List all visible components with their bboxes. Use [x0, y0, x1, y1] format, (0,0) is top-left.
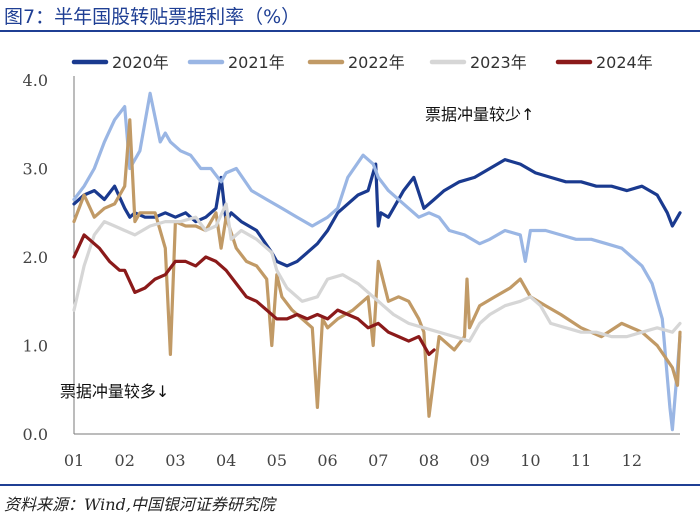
- source-note: 资料来源：Wind,中国银河证券研究院: [4, 495, 275, 514]
- chart-annotation: 票据冲量较多↓: [60, 382, 169, 401]
- x-tick-label: 01: [64, 451, 84, 470]
- legend-label: 2024年: [596, 53, 653, 72]
- legend-label: 2022年: [348, 53, 405, 72]
- x-tick-label: 10: [520, 451, 540, 470]
- x-tick-label: 09: [470, 451, 490, 470]
- series-line-2024: [72, 233, 436, 356]
- series-line-2023: [72, 202, 682, 343]
- series-line-2020: [72, 158, 682, 268]
- top-divider: [0, 30, 700, 32]
- y-tick-label: 3.0: [23, 160, 48, 179]
- x-tick-label: 12: [622, 451, 642, 470]
- chart-annotation: 票据冲量较少↑: [425, 105, 534, 124]
- bottom-divider: [0, 484, 700, 486]
- y-tick-label: 1.0: [23, 337, 48, 356]
- y-tick-label: 4.0: [23, 71, 48, 90]
- x-tick-label: 03: [165, 451, 185, 470]
- y-tick-label: 0.0: [23, 425, 48, 444]
- x-tick-label: 02: [115, 451, 135, 470]
- legend-label: 2021年: [228, 53, 285, 72]
- series-line-2022: [72, 118, 682, 418]
- x-tick-label: 04: [216, 451, 236, 470]
- series-line-2021: [72, 91, 682, 432]
- y-tick-label: 2.0: [23, 248, 48, 267]
- x-tick-label: 11: [571, 451, 591, 470]
- legend-label: 2023年: [470, 53, 527, 72]
- x-tick-label: 08: [419, 451, 439, 470]
- x-tick-label: 06: [317, 451, 337, 470]
- page-title: 图7：半年国股转贴票据利率（%）: [4, 6, 301, 28]
- legend-label: 2020年: [112, 53, 169, 72]
- line-chart: 0.0 1.0 2.0 3.0 4.0 01 02 03 04 05 06 07 08 09 10 11 12 2…: [23, 53, 682, 470]
- x-tick-label: 05: [267, 451, 287, 470]
- x-tick-label: 07: [368, 451, 388, 470]
